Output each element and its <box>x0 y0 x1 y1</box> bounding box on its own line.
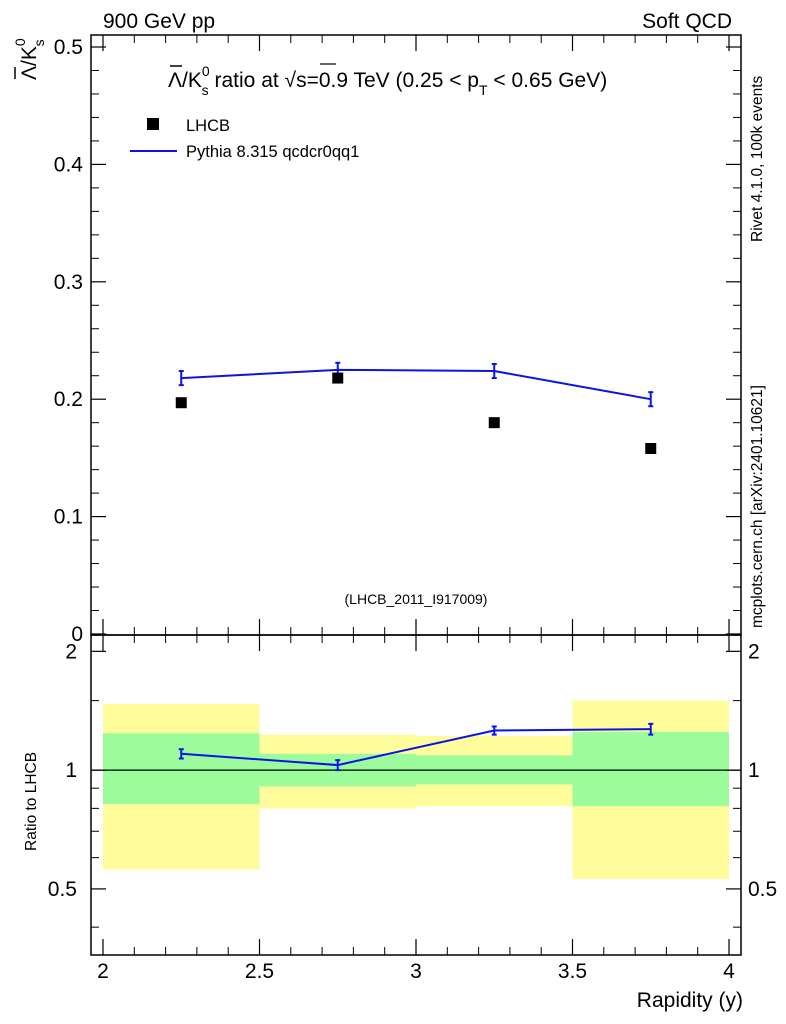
ratio-xtick-label: 3 <box>410 960 422 983</box>
ratio-ytick-label: 0.5 <box>48 878 77 901</box>
ratio-ytick-label-right: 0.5 <box>748 878 777 901</box>
title-ratio-at: ratio at <box>209 69 285 92</box>
main-title: Λ/K0 s ratio at √s=0.9 TeV (0.25 < pT < 0… <box>168 63 607 98</box>
header-left: 900 GeV pp <box>103 10 215 33</box>
main-ylabel: Λ/K0 s <box>12 38 47 80</box>
ratio-xtick-label: 2 <box>97 960 109 983</box>
main-ytick-label: 0.2 <box>54 388 83 411</box>
ratio-ylabel: Ratio to LHCB <box>23 752 40 851</box>
ylabel-lambda: Λ <box>18 66 41 80</box>
ratio-series-line <box>181 728 651 767</box>
ratio-panel: 2 2.5 3 3.5 4 0.5 0.5 1 1 2 2 Ratio to LHCB Rapidi… <box>23 634 777 1012</box>
ylabel-k-sup: 0 <box>12 38 28 46</box>
ratio-frame <box>90 634 742 956</box>
ratio-xtick-label: 2.5 <box>245 960 274 983</box>
header-right: Soft QCD <box>642 10 732 33</box>
legend-marker-lhcb <box>147 118 159 130</box>
title-energy: s=0.9 TeV (0.25 < p <box>296 69 479 92</box>
title-sqrt: √ <box>285 69 297 92</box>
main-ytick-label: 0.3 <box>54 271 83 294</box>
title-k-sub: s <box>202 82 209 98</box>
main-ytick-label: 0.1 <box>54 506 83 529</box>
series-line-pythia <box>181 368 651 401</box>
title-pt-sub: T <box>479 82 488 98</box>
data-point-lhcb <box>488 417 500 429</box>
ratio-band-inner <box>103 733 260 805</box>
title-slash-k: /K <box>182 69 202 92</box>
ratio-ytick-label: 2 <box>65 640 77 663</box>
title-range-end: < 0.65 GeV) <box>488 69 608 92</box>
ratio-ytick-label: 1 <box>65 759 77 782</box>
ratio-band-inner <box>572 731 729 807</box>
main-panel: Λ/K0 s ratio at √s=0.9 TeV (0.25 < pT < 0… <box>12 34 742 646</box>
analysis-watermark: (LHCB_2011_I917009) <box>345 591 488 607</box>
ratio-ytick-label-right: 2 <box>748 640 760 663</box>
main-ytick-label: 0.4 <box>54 153 84 176</box>
legend: LHCB Pythia 8.315 qcdcr0qq1 <box>130 117 359 161</box>
rivet-label: Rivet 4.1.0, 100k events <box>749 75 766 242</box>
title-lambda: Λ <box>168 69 182 92</box>
ratio-xtick-label: 3.5 <box>558 960 587 983</box>
svg-text:Λ/K0s: Λ/K0 s <box>12 38 47 80</box>
main-ytick-label: 0.5 <box>54 36 83 59</box>
mcplots-label: mcplots.cern.ch [arXiv:2401.10621] <box>749 385 766 628</box>
legend-label-pythia: Pythia 8.315 qcdcr0qq1 <box>186 143 359 161</box>
ylabel-slash-k: /K <box>18 46 41 66</box>
title-k-sup: 0 <box>202 63 210 79</box>
data-point-lhcb <box>645 443 657 455</box>
data-point-lhcb <box>332 372 344 384</box>
ylabel-k-sub: s <box>31 39 47 46</box>
ratio-ytick-label-right: 1 <box>748 759 760 782</box>
ratio-xtick-label: 4 <box>723 960 735 983</box>
legend-label-lhcb: LHCB <box>186 117 230 135</box>
main-ytick-label: 0 <box>71 623 83 646</box>
ratio-xlabel: Rapidity (y) <box>637 989 743 1012</box>
data-point-lhcb <box>175 397 187 409</box>
